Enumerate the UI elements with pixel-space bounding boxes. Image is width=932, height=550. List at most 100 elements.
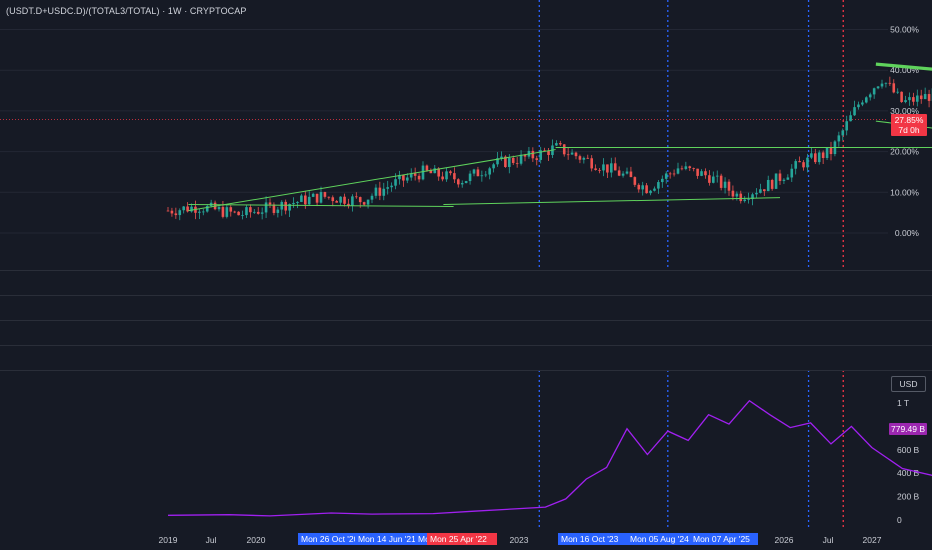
candle-body [515, 162, 519, 164]
candle-body [759, 189, 762, 193]
candle-body [402, 174, 405, 181]
candle-body [861, 102, 864, 105]
x-tick-label: 2019 [159, 535, 178, 545]
candle-body [472, 169, 476, 174]
candle-body [853, 107, 856, 116]
y-tick-label: 50.00% [890, 25, 919, 35]
candle-body [778, 173, 782, 181]
candle-body [421, 165, 425, 180]
currency-selector[interactable]: USD [891, 376, 926, 392]
candle-body [782, 179, 786, 181]
candle-body [610, 163, 613, 173]
candle-body [437, 168, 440, 177]
candle-body [343, 196, 346, 204]
candle-body [849, 115, 852, 122]
candle-body [256, 211, 260, 214]
candle-body [727, 181, 731, 191]
candle-body [425, 165, 429, 171]
candle-body [664, 173, 668, 179]
pane-separator [0, 370, 932, 371]
candle-body [770, 179, 774, 189]
candle-body [739, 193, 743, 202]
lower-y-tick-label: 0 [897, 515, 902, 525]
candle-body [559, 143, 562, 145]
indicator-last-value-badge: 779.49 B [889, 423, 927, 435]
candle-body [508, 157, 511, 168]
candle-body [661, 178, 664, 183]
pane-separator [0, 295, 932, 296]
candle-body [837, 135, 841, 142]
candle-body [908, 97, 911, 101]
candle-body [594, 168, 597, 170]
candle-body [182, 206, 185, 211]
candle-body [511, 157, 515, 163]
candle-body [821, 152, 825, 158]
candle-body [366, 199, 370, 205]
candle-body [586, 157, 590, 159]
x-tick-label: 2027 [863, 535, 882, 545]
candle-body [814, 153, 817, 163]
candle-body [676, 168, 680, 174]
candle-body [633, 177, 637, 185]
candle-body [704, 171, 707, 176]
candle-body [919, 95, 923, 100]
candle-body [280, 201, 284, 210]
candle-body [296, 201, 299, 203]
candle-body [292, 202, 295, 205]
candle-body [370, 195, 374, 200]
candle-body [774, 173, 778, 189]
candle-body [166, 210, 170, 212]
candle-body [276, 209, 280, 213]
candle-body [892, 83, 896, 93]
candle-body [829, 147, 833, 155]
candle-body [896, 91, 899, 93]
candle-body [649, 190, 652, 194]
candle-body [857, 104, 860, 108]
trendline [188, 149, 556, 212]
candle-body [763, 189, 766, 192]
y-tick-label: 10.00% [890, 187, 919, 197]
candle-body [339, 196, 342, 203]
candle-body [916, 95, 919, 102]
marker-date-tag: Mon 05 Aug '24 [627, 533, 694, 545]
candle-body [574, 152, 578, 157]
candle-body [417, 175, 421, 180]
candle-body [311, 193, 315, 197]
candle-body [570, 152, 574, 155]
candle-body [202, 211, 205, 213]
candle-body [307, 196, 311, 205]
candle-body [629, 171, 633, 178]
candle-body [264, 202, 268, 213]
candle-body [912, 97, 915, 102]
candle-body [260, 212, 264, 214]
candle-body [735, 193, 739, 197]
candle-body [715, 175, 719, 177]
trendline [443, 197, 781, 206]
candle-body [617, 170, 621, 176]
candle-body [578, 156, 582, 160]
candle-body [731, 190, 735, 197]
candle-body [221, 207, 225, 217]
candle-body [237, 211, 240, 216]
candle-body [288, 204, 291, 211]
candle-body [927, 94, 931, 101]
candle-body [300, 195, 303, 202]
candle-body [888, 82, 892, 84]
marker-date-tag: Mon 07 Apr '25 [690, 533, 758, 545]
candle-body [645, 185, 648, 194]
candle-body [178, 210, 182, 216]
chart-title: (USDT.D+USDC.D)/(TOTAL3/TOTAL) · 1W · CR… [6, 6, 247, 16]
candle-body [323, 192, 327, 197]
candle-body [249, 207, 252, 213]
candle-body [555, 143, 558, 146]
candle-body [198, 211, 201, 213]
lower-y-tick-label: 400 B [897, 468, 920, 478]
x-tick-label: Jul [206, 535, 217, 545]
x-tick-label: Jul [823, 535, 834, 545]
candle-body [566, 154, 570, 156]
candle-body [500, 156, 503, 159]
candle-body [492, 164, 495, 169]
candle-body [810, 153, 813, 158]
candle-body [460, 183, 464, 185]
